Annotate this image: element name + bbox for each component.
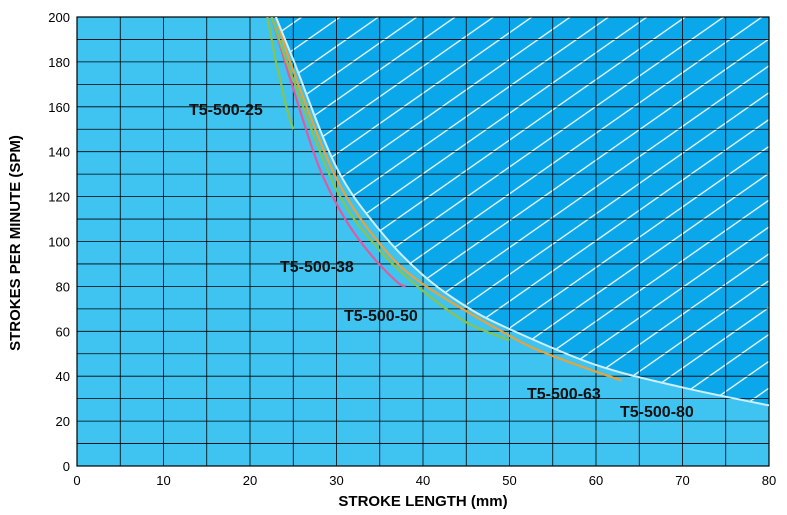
y-tick-label: 40 [56, 369, 70, 384]
y-tick-label: 20 [56, 414, 70, 429]
x-tick-label: 10 [156, 473, 170, 488]
y-tick-label: 0 [63, 459, 70, 474]
x-axis-title: STROKE LENGTH (mm) [338, 493, 507, 510]
y-tick-labels: 0 20 40 60 80 100 120 140 160 180 200 [48, 10, 70, 474]
x-tick-label: 70 [675, 473, 689, 488]
x-tick-label: 60 [589, 473, 603, 488]
y-tick-label: 200 [48, 10, 70, 25]
series-labels: T5-500-25 T5-500-38 T5-500-50 T5-500-63 … [189, 102, 694, 421]
plot-frame [76, 16, 770, 467]
series-label-T5-500-50: T5-500-50 [344, 308, 418, 325]
x-tick-label: 50 [502, 473, 516, 488]
grid [77, 17, 769, 466]
series-label-T5-500-63: T5-500-63 [527, 386, 601, 403]
x-tick-label: 30 [329, 473, 343, 488]
y-tick-label: 140 [48, 145, 70, 160]
x-tick-label: 40 [416, 473, 430, 488]
series-line-T5-500-80 [275, 17, 769, 407]
y-tick-label: 160 [48, 100, 70, 115]
series-line-T5-500-50 [270, 17, 510, 342]
restricted-region-hatch [275, 17, 769, 406]
y-axis-title: STROKES PER MINUTE (SPM) [7, 135, 24, 351]
y-tick-label: 180 [48, 55, 70, 70]
series-label-T5-500-38: T5-500-38 [280, 259, 354, 276]
series-label-T5-500-25: T5-500-25 [189, 102, 263, 119]
series-line-T5-500-25 [266, 17, 295, 130]
series-lines [266, 17, 769, 407]
y-tick-label: 100 [48, 235, 70, 250]
y-tick-label: 120 [48, 190, 70, 205]
y-tick-label: 60 [56, 324, 70, 339]
series-line-T5-500-38 [270, 17, 407, 288]
x-tick-label: 0 [73, 473, 80, 488]
series-label-T5-500-80: T5-500-80 [620, 404, 694, 421]
x-tick-label: 20 [243, 473, 257, 488]
x-tick-labels: 0 10 20 30 40 50 60 70 80 [73, 473, 776, 488]
series-line-T5-500-63 [274, 17, 623, 382]
x-tick-label: 80 [762, 473, 776, 488]
y-tick-label: 80 [56, 279, 70, 294]
